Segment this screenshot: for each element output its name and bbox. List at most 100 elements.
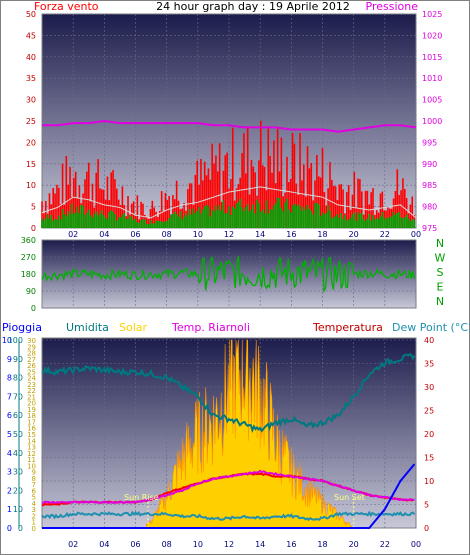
rain-tick-label: 6 <box>7 411 12 420</box>
wind-tick-label: 35 <box>26 74 36 83</box>
sunset-label: Sun Set <box>334 493 365 502</box>
wind-tick-label: 20 <box>26 138 36 147</box>
temp-tick-label: 5 <box>424 501 429 510</box>
x-tick-label: 06 <box>130 540 140 549</box>
pressure-tick-label: 1000 <box>422 117 442 126</box>
solar-tick-label: 9 <box>32 469 36 477</box>
x-tick-label: 14 <box>255 230 265 239</box>
solar-tick-label: 27 <box>27 356 36 364</box>
solar-tick-label: 18 <box>27 412 36 420</box>
solar-tick-label: 13 <box>27 444 36 452</box>
solar-tick-label: 16 <box>27 425 36 433</box>
rain-tick-label: 3 <box>7 468 12 477</box>
tick-labels: 0202040406060808101012121414161618182020… <box>2 10 446 549</box>
rain-line <box>42 463 416 529</box>
rain-tick-label: 8 <box>7 374 12 383</box>
temp-tick-label: 15 <box>424 454 434 463</box>
temp-tick-label: 40 <box>424 336 434 345</box>
rain-tick-label: 1 <box>7 505 12 514</box>
x-tick-label: 16 <box>286 230 296 239</box>
solar-tick-label: 19 <box>27 406 36 414</box>
temp-riarnoli-line <box>41 469 415 504</box>
solar-tick-label: 29 <box>27 343 36 351</box>
rain-tick-label: 5 <box>7 430 12 439</box>
solar-tick-label: 20 <box>27 400 36 408</box>
x-tick-label: 10 <box>193 230 203 239</box>
solar-tick-label: 17 <box>27 418 36 426</box>
wind-tick-label: 5 <box>31 203 36 212</box>
direction-tick-label: 0 <box>31 304 36 313</box>
humidity-tick-label: 80 <box>13 374 23 383</box>
wind-tick-label: 0 <box>31 224 36 233</box>
compass-label: E <box>437 281 444 294</box>
humidity-tick-label: 30 <box>13 468 23 477</box>
wind-tick-label: 45 <box>26 31 36 40</box>
x-tick-label: 18 <box>317 230 327 239</box>
chart-title: 24 hour graph day : 19 Aprile 2012 <box>156 0 350 13</box>
wind-tick-label: 10 <box>26 181 36 190</box>
pressure-tick-label: 980 <box>422 203 437 212</box>
wind-tick-label: 15 <box>26 160 36 169</box>
pressure-tick-label: 1025 <box>422 10 442 19</box>
x-tick-label: 08 <box>162 540 172 549</box>
temp-tick-label: 30 <box>424 383 434 392</box>
solar-tick-label: 30 <box>27 337 36 345</box>
humidity-tick-label: 60 <box>13 411 23 420</box>
legend-dew-point: Dew Point (°C) <box>392 321 470 334</box>
x-tick-label: 00 <box>411 230 421 239</box>
temp-tick-label: 35 <box>424 360 434 369</box>
temp-tick-label: 25 <box>424 407 434 416</box>
x-tick-label: 00 <box>411 540 421 549</box>
rain-tick-label: 2 <box>7 486 12 495</box>
solar-tick-label: 14 <box>27 437 36 445</box>
x-tick-label: 10 <box>193 540 203 549</box>
humidity-line <box>41 352 416 434</box>
direction-line <box>41 255 416 294</box>
sunrise-label: Sun Rise <box>124 493 159 502</box>
rain-tick-label: 7 <box>7 392 12 401</box>
solar-tick-label: 2 <box>32 512 36 520</box>
humidity-tick-label: 0 <box>18 524 23 533</box>
temp-tick-label: 10 <box>424 477 434 486</box>
rain-tick-label: 9 <box>7 355 12 364</box>
pressure-tick-label: 995 <box>422 138 437 147</box>
pressure-axis-label: Pressione <box>366 0 419 13</box>
solar-tick-label: 12 <box>27 450 36 458</box>
humidity-tick-label: 10 <box>13 505 23 514</box>
marks <box>41 119 417 529</box>
rain-tick-label: 0 <box>7 524 12 533</box>
solar-tick-label: 15 <box>27 431 36 439</box>
solar-tick-label: 0 <box>32 525 36 533</box>
pressure-tick-label: 1005 <box>422 96 442 105</box>
wind-tick-label: 30 <box>26 96 36 105</box>
temp-tick-label: 0 <box>424 524 429 533</box>
solar-tick-label: 7 <box>32 481 36 489</box>
compass-label: S <box>437 266 444 279</box>
x-tick-label: 06 <box>130 230 140 239</box>
humidity-tick-label: 100 <box>8 336 23 345</box>
solar-tick-label: 11 <box>27 456 36 464</box>
x-tick-label: 12 <box>224 540 234 549</box>
solar-tick-label: 5 <box>32 494 36 502</box>
x-tick-label: 02 <box>68 230 78 239</box>
x-tick-label: 22 <box>380 540 390 549</box>
solar-tick-label: 10 <box>27 462 36 470</box>
wind-tick-label: 40 <box>26 53 36 62</box>
solar-tick-label: 28 <box>27 350 36 358</box>
compass-label: W <box>435 252 446 265</box>
rain-tick-label: 4 <box>7 449 12 458</box>
temp-tick-label: 20 <box>424 430 434 439</box>
rain-tick-label: 10 <box>2 336 12 345</box>
x-tick-label: 16 <box>286 540 296 549</box>
humidity-tick-label: 40 <box>13 449 23 458</box>
solar-tick-label: 6 <box>32 487 37 495</box>
dew-point-line <box>41 510 416 522</box>
solar-tick-label: 25 <box>27 368 36 376</box>
pressure-tick-label: 1020 <box>422 31 442 40</box>
solar-tick-label: 8 <box>32 475 36 483</box>
x-tick-label: 14 <box>255 540 265 549</box>
solar-tick-label: 22 <box>27 387 36 395</box>
x-tick-label: 18 <box>317 540 327 549</box>
direction-tick-label: 360 <box>21 236 36 245</box>
